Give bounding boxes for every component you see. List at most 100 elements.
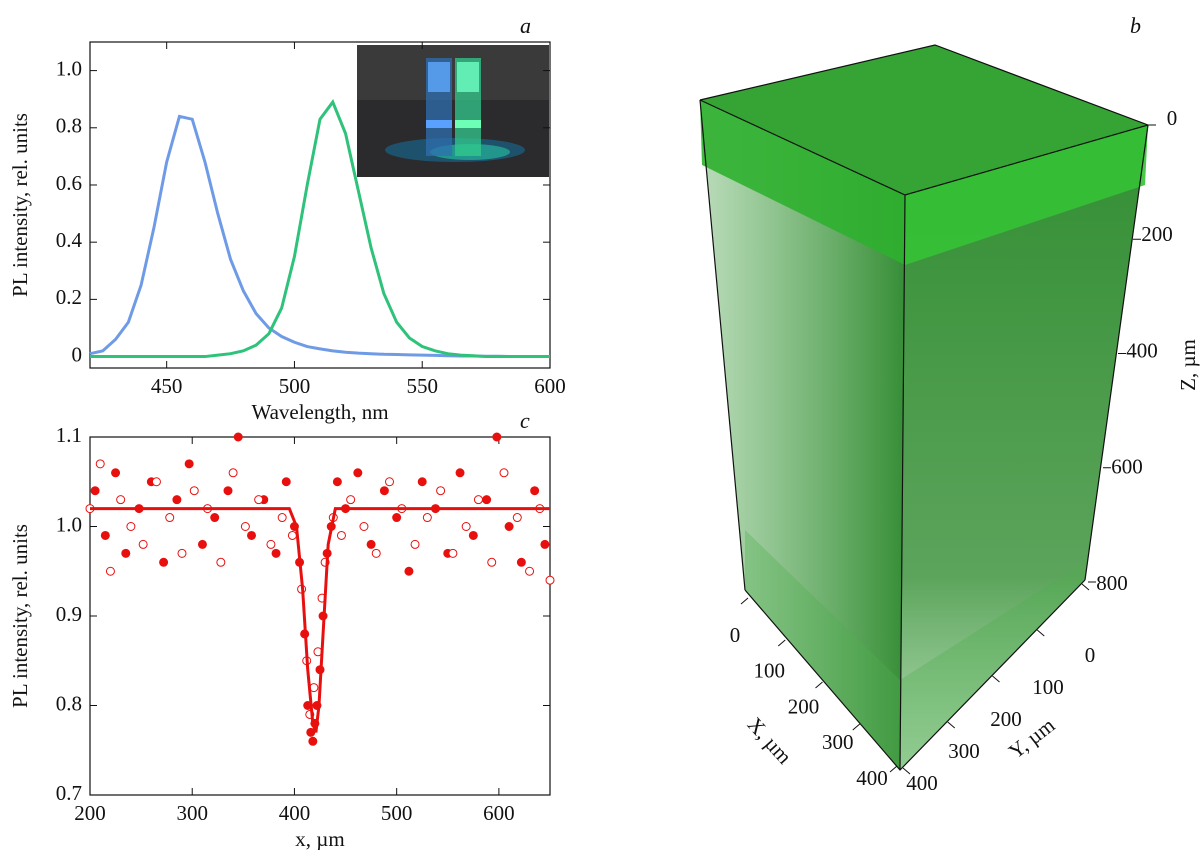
x-axis-label: Wavelength, nm [251,400,388,424]
data-point [177,548,187,558]
data-point [254,495,264,505]
data-point [473,495,483,505]
y-tick-label: 1.0 [56,56,82,80]
y-axis-label: PL intensity, rel. units [8,524,32,708]
data-point [223,486,233,496]
y-tick-label: 300 [948,739,980,763]
data-point [197,539,207,549]
y-tick-label: 200 [990,707,1022,731]
data-point [346,495,356,505]
data-point [455,468,465,478]
data-point [404,566,414,576]
data-point [95,459,105,469]
volume-render [699,44,1150,771]
y-tick [947,721,956,729]
x-tick-label: 400 [279,801,311,825]
y-tick [1036,629,1045,637]
z-tick-label: 0 [1167,106,1178,130]
data-point [512,513,522,523]
volume-top-slab [700,100,905,265]
x-tick-label: 500 [381,801,413,825]
data-point [184,459,194,469]
data-point [287,530,297,540]
x-tick-label: 550 [406,374,438,398]
data-point [385,477,395,487]
data-point [410,539,420,549]
data-point [159,557,169,567]
data-point [417,477,427,487]
y-tick [1081,583,1090,591]
y-tick-label: 0.9 [56,602,82,626]
fit-line [90,507,550,733]
volume-front-face [900,125,1148,770]
data-point [172,495,182,505]
x-tick-label: 600 [534,374,566,398]
data-point [240,522,250,531]
y-tick-label: 100 [1032,675,1064,699]
x-tick [852,723,861,731]
data-point [392,513,402,523]
z-tick-label: 400 [1126,338,1158,362]
spectrum-line [90,99,550,359]
data-point [233,432,243,442]
data-point [359,522,369,531]
x-tick-label: 300 [822,730,854,754]
data-point [545,575,555,585]
x-tick [777,639,786,647]
data-point [111,468,121,478]
data-point [487,557,497,567]
data-point [216,557,226,567]
panel-label: a [520,13,531,38]
volume-top-face [700,45,1148,195]
data-point [332,477,342,487]
z-tick-label: 800 [1096,571,1128,595]
y-tick-label: 0.4 [56,228,83,252]
data-point [336,530,346,540]
x-tick-label: 200 [788,694,820,718]
y-tick-label: 0 [1085,643,1096,667]
data-point [371,548,381,558]
data-point [468,530,478,540]
data-point [90,486,100,496]
data-point [353,468,363,478]
data-point [165,513,175,523]
y-tick-label: 400 [906,771,938,795]
data-point [482,495,492,505]
plot-area [85,432,555,746]
data-point [100,530,110,540]
y-tick-label: 0.8 [56,691,82,715]
z-axis-label: Z, µm [1176,339,1200,391]
x-axis-label: X, µm [743,712,797,768]
data-point [277,513,287,523]
data-point [422,513,432,523]
z-tick-label: 200 [1141,222,1173,246]
volume-left-face [700,100,905,770]
y-tick-label: 0.7 [56,781,82,805]
x-axis-label: x, µm [295,827,344,850]
data-point [228,468,238,478]
x-tick [815,681,823,689]
x-tick-label: 500 [279,374,311,398]
panel-label: b [1130,13,1141,38]
data-point [126,522,136,531]
data-point [499,468,509,478]
inset-photo [357,45,549,177]
panel-label: c [520,408,530,433]
data-point [271,548,281,558]
data-point [448,548,458,558]
y-axis-label: PL intensity, rel. units [8,113,32,297]
x-tick-label: 0 [730,623,741,647]
y-tick-label: 0 [72,342,83,366]
x-tick [889,765,898,773]
plot-area [89,99,550,359]
data-point [436,486,446,496]
data-point [308,736,318,746]
x-tick-label: 600 [483,801,515,825]
volume-top-slab [905,125,1148,265]
data-point [540,539,550,549]
x-tick-label: 200 [74,801,106,825]
data-point [525,566,535,576]
data-point [138,539,148,549]
x-tick-label: 300 [176,801,208,825]
